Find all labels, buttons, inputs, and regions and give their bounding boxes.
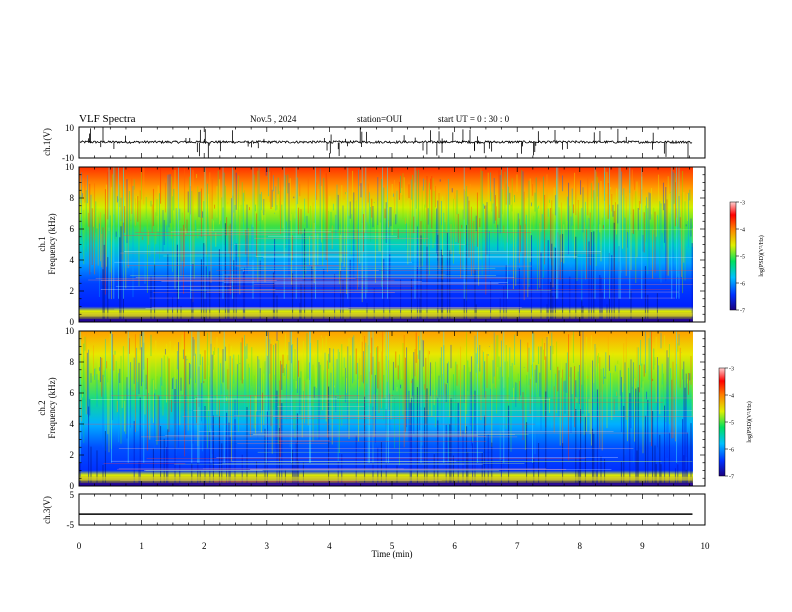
ch1-ytick-bottom: -10 [62,153,74,163]
cbar-tick-label: -6 [729,448,734,454]
y-tick-label: 8 [70,357,75,367]
y-tick-label: 0 [70,317,75,327]
figure-title: VLF Spectra [79,113,136,125]
ch1-colorbar-ticks: -3 -4 -5 -6 -7 [736,201,745,315]
y-tick-label: 2 [70,286,75,296]
ch1-ytick-top: 10 [65,123,75,133]
ch2-freq-ticks: 0 2 4 6 8 10 [65,326,705,491]
ch1-spectrogram-streaks [79,167,693,319]
x-tick-label: 10 [701,541,711,551]
y-tick-label: 10 [65,162,75,172]
ch2-colorbar-bar [718,367,726,477]
ch1-spectrogram-image [79,167,693,322]
ch3-waveform-ylabel: ch.3(V) [42,496,52,524]
ch2-colorbar: -3 -4 -5 -6 -7 log(PSD)(V²/Hz) [718,367,753,481]
ch2-spec-ylabel-channel: ch.2 [37,400,47,415]
cbar-tick-label: -4 [740,228,745,234]
time-axis-labels: 0 1 2 3 4 5 6 7 8 9 10 [77,541,710,551]
cbar-tick-label: -7 [740,309,745,315]
y-tick-label: 0 [70,481,75,491]
time-axis-ticks [78,127,706,525]
y-tick-label: 10 [65,326,75,336]
y-tick-label: 6 [70,224,75,234]
y-tick-label: 4 [70,419,75,429]
cbar-tick-label: -3 [740,201,745,207]
x-tick-label: 3 [265,541,270,551]
ch3-ytick-top: 5 [70,490,75,500]
x-tick-label: 4 [327,541,332,551]
x-tick-label: 6 [452,541,457,551]
x-tick-label: 2 [202,541,207,551]
x-tick-label: 1 [139,541,144,551]
ch1-colorbar: -3 -4 -5 -6 -7 log(PSD)(V²/Hz) [729,201,765,315]
ch2-spectrogram-lines [79,395,693,486]
ch1-freq-ticks: 0 2 4 6 8 10 [65,162,705,327]
cbar-tick-label: -5 [740,255,745,261]
x-tick-label: 7 [515,541,520,551]
ch1-spectrogram-lines [79,229,693,322]
ch2-colorbar-label: log(PSD)(V²/Hz) [746,401,753,442]
ch2-colorbar-ticks: -3 -4 -5 -6 -7 [725,367,734,481]
ch1-waveform-line [79,139,693,145]
ch2-spectrogram-panel: 0 2 4 6 8 10 ch.2 Frequency (kHz) [37,326,706,491]
x-tick-label: 5 [390,541,395,551]
station-label: station=OUI [357,114,402,124]
cbar-tick-label: -3 [729,367,734,373]
ch3-ytick-bottom: -5 [67,520,75,530]
ch1-waveform-ylabel: ch.1(V) [42,128,52,156]
ch1-colorbar-label: log(PSD)(V²/Hz) [758,235,765,276]
x-tick-label: 8 [578,541,583,551]
cbar-tick-label: -6 [740,282,745,288]
cbar-tick-label: -7 [729,475,734,481]
ch1-spectrogram-panel: 0 2 4 6 8 10 ch.1 Frequency (kHz) [37,162,706,327]
y-tick-label: 2 [70,450,75,460]
ch1-waveform-spikes [87,127,689,158]
ch1-spec-ylabel-channel: ch.1 [37,236,47,251]
x-tick-label: 9 [640,541,645,551]
y-tick-label: 6 [70,388,75,398]
ch1-spec-ylabel-freq: Frequency (kHz) [47,213,57,274]
cbar-tick-label: -4 [729,394,734,400]
ch2-spec-ylabel-freq: Frequency (kHz) [47,377,57,438]
ch1-colorbar-bar [729,201,737,311]
y-tick-label: 8 [70,193,75,203]
time-axis-label: Time (min) [372,549,413,559]
start-ut-label: start UT = 0 : 30 : 0 [438,114,510,124]
x-tick-label: 0 [77,541,82,551]
date-label: Nov.5 , 2024 [250,114,297,124]
y-tick-label: 4 [70,255,75,265]
cbar-tick-label: -5 [729,421,734,427]
